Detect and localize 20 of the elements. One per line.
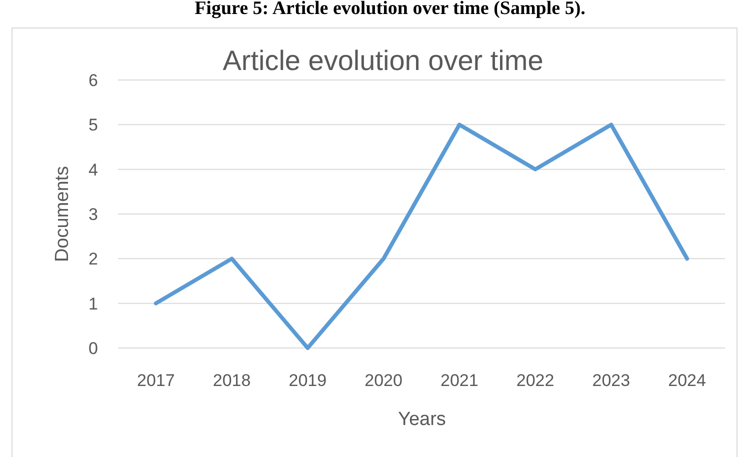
y-tick-label: 5 bbox=[88, 116, 98, 135]
x-tick-label: 2023 bbox=[592, 371, 630, 390]
y-tick-label: 2 bbox=[88, 250, 98, 269]
y-tick-label: 4 bbox=[88, 160, 98, 180]
y-tick-label: 3 bbox=[88, 204, 98, 224]
x-tick-label: 2018 bbox=[212, 371, 251, 390]
y-tick-label: 1 bbox=[88, 294, 98, 314]
caption: Figure 5: Article evolution over time (Sample 5). bbox=[194, 0, 586, 19]
y-tick-label: 6 bbox=[88, 70, 98, 90]
y-axis-title: Documents bbox=[52, 166, 73, 262]
line-series bbox=[154, 122, 690, 350]
x-tick-label: 2020 bbox=[364, 371, 402, 390]
y-tick-label: 0 bbox=[88, 338, 98, 358]
x-tick-label: 2021 bbox=[440, 371, 478, 390]
x-tick-label: 2022 bbox=[516, 371, 554, 390]
x-tick-label: 2024 bbox=[668, 371, 706, 390]
x-tick-label: 2017 bbox=[137, 371, 175, 390]
x-tick-label: 2019 bbox=[288, 371, 327, 390]
chart-title: Article evolution over time bbox=[222, 45, 544, 76]
x-axis-title: Years bbox=[398, 409, 446, 430]
